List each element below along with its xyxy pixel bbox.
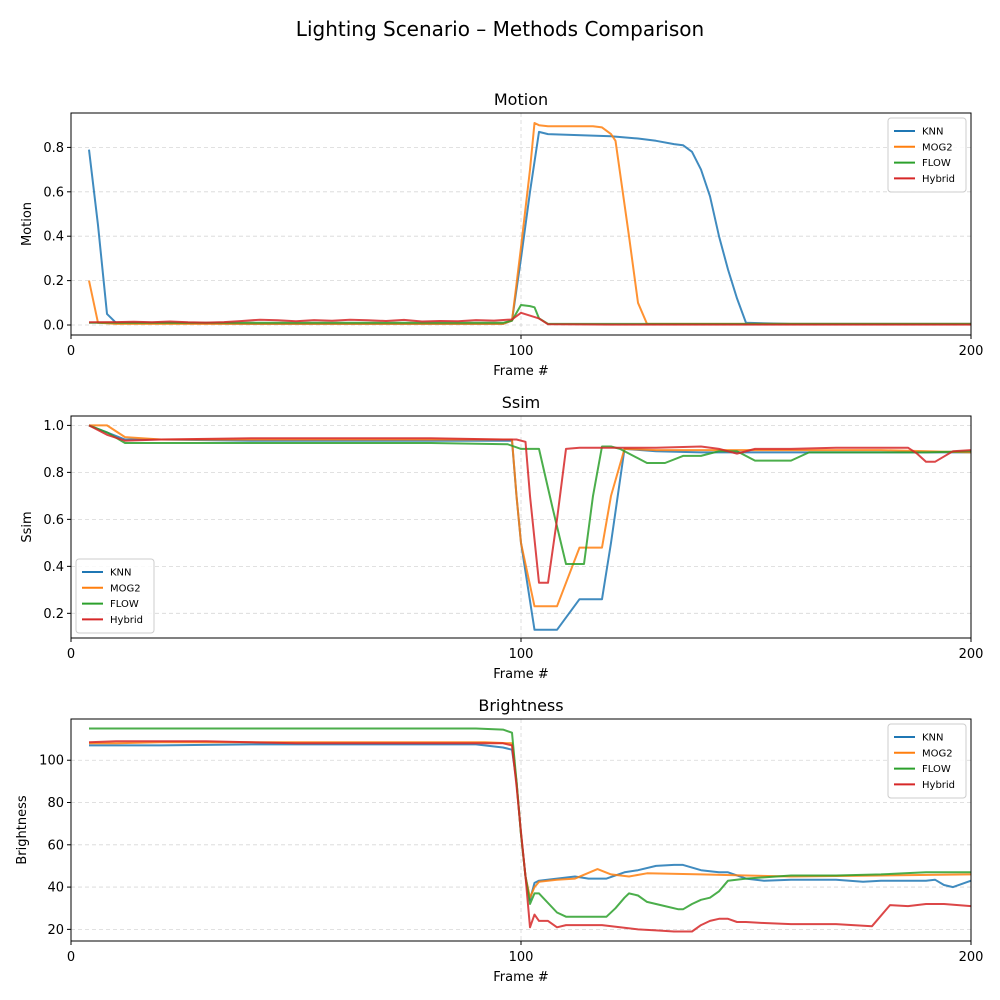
series-line-hybrid (88, 740, 972, 933)
legend-box (887, 723, 967, 799)
subplot-ssim: 0.2 0.4 0.6 0.8 1.0 0 100 200 Ssim Frame # Ssim KNN… (20, 393, 983, 682)
legend: KNN MOG2 FLOW Hybrid (887, 723, 967, 799)
legend-label-mog2: MOG2 (922, 142, 953, 153)
legend-label-knn: KNN (922, 733, 944, 744)
y-axis-label: Motion (20, 202, 35, 246)
legend: KNN MOG2 FLOW Hybrid (75, 558, 155, 634)
x-axis-label: Frame # (493, 364, 549, 379)
x-tick-label: 0 (67, 647, 75, 662)
legend-label-mog2: MOG2 (110, 583, 141, 594)
legend-box (75, 558, 155, 634)
subplot-motion: 0.0 0.2 0.4 0.6 0.8 0 100 200 Motion Frame # Motio… (20, 90, 983, 379)
y-tick-label: 0.8 (43, 466, 64, 481)
legend-label-knn: KNN (922, 127, 944, 138)
x-axis-label: Frame # (493, 970, 549, 985)
subplot-title: Ssim (502, 393, 541, 412)
y-tick-label: 40 (47, 881, 64, 896)
subplot-title: Motion (494, 90, 548, 109)
legend-label-hybrid: Hybrid (922, 174, 955, 185)
y-tick-label: 0.2 (43, 274, 64, 289)
y-tick-label: 20 (47, 923, 64, 938)
series-line-mog2 (89, 741, 972, 899)
legend-label-flow: FLOW (922, 158, 951, 169)
y-axis-label: Brightness (15, 795, 30, 864)
plot-frame (70, 112, 972, 336)
series-line-hybrid (88, 424, 972, 584)
subplot-brightness: 20 40 60 80 100 0 100 200 Brightness Frame # Brigh… (15, 696, 983, 985)
x-tick-label: 0 (67, 344, 75, 359)
series-line-flow (89, 727, 971, 918)
y-tick-label: 0.4 (43, 560, 64, 575)
y-tick-label: 0.6 (43, 185, 64, 200)
series-line-flow (89, 304, 971, 325)
x-tick-label: 200 (959, 950, 984, 965)
figure-title: Lighting Scenario – Methods Comparison (296, 17, 704, 41)
x-tick-label: 100 (509, 647, 534, 662)
y-tick-label: 100 (39, 754, 64, 769)
legend-label-hybrid: Hybrid (922, 780, 955, 791)
series-line-knn (89, 743, 972, 901)
x-tick-label: 200 (959, 344, 984, 359)
legend-label-mog2: MOG2 (922, 748, 953, 759)
y-tick-label: 0.6 (43, 513, 64, 528)
legend-label-flow: FLOW (922, 764, 951, 775)
y-tick-label: 1.0 (43, 419, 64, 434)
y-tick-label: 0.8 (43, 141, 64, 156)
y-tick-label: 0.4 (43, 230, 64, 245)
x-axis-label: Frame # (493, 667, 549, 682)
legend-label-hybrid: Hybrid (110, 615, 143, 626)
legend-label-flow: FLOW (110, 599, 139, 610)
x-tick-label: 100 (509, 950, 534, 965)
x-tick-label: 200 (959, 647, 984, 662)
legend-label-knn: KNN (110, 568, 132, 579)
series-line-knn (88, 424, 971, 631)
legend: KNN MOG2 FLOW Hybrid (887, 117, 967, 193)
x-tick-label: 100 (509, 344, 534, 359)
y-axis-label: Ssim (20, 511, 35, 542)
legend-box (887, 117, 967, 193)
y-tick-label: 80 (47, 796, 64, 811)
series-line-hybrid (88, 311, 971, 326)
y-tick-label: 0.2 (43, 607, 64, 622)
series-line-mog2 (88, 122, 971, 325)
y-tick-label: 60 (47, 838, 64, 853)
x-tick-label: 0 (67, 950, 75, 965)
subplot-title: Brightness (478, 696, 563, 715)
y-tick-label: 0.0 (43, 319, 64, 334)
